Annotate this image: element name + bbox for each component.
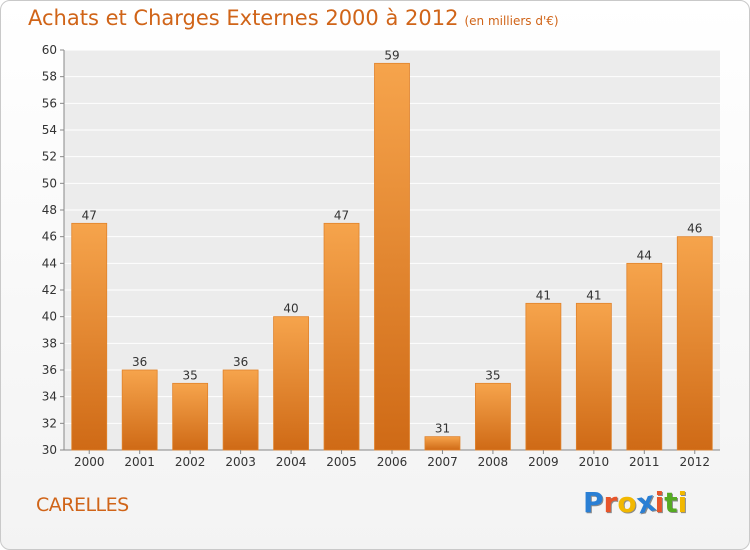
bar xyxy=(121,369,158,451)
logo-letter: P xyxy=(583,486,604,519)
bar xyxy=(172,382,209,451)
y-tick-label: 38 xyxy=(42,336,57,350)
y-tick-label: 50 xyxy=(42,176,57,190)
data-label: 44 xyxy=(637,248,652,262)
unit-subtitle: (en milliers d'€) xyxy=(464,14,559,28)
x-tick-label: 2008 xyxy=(478,455,509,469)
proxiti-logo: Proxiti xyxy=(583,484,688,520)
y-tick-label: 58 xyxy=(42,70,57,84)
bar xyxy=(475,382,511,451)
data-label: 31 xyxy=(435,422,450,436)
bar xyxy=(424,436,461,451)
logo-letter: o xyxy=(617,486,637,519)
bar xyxy=(71,222,108,451)
x-tick-label: 2001 xyxy=(124,455,155,469)
x-tick-label: 2007 xyxy=(427,455,458,469)
data-label: 35 xyxy=(485,368,500,382)
logo-letter: i xyxy=(677,486,688,519)
data-label: 36 xyxy=(132,355,147,369)
data-label: 41 xyxy=(536,288,551,302)
y-tick-label: 44 xyxy=(42,256,57,270)
chart-title: Achats et Charges Externes 2000 à 2012 (e… xyxy=(28,6,559,30)
bar xyxy=(222,369,259,451)
logo-letter: t xyxy=(664,486,678,519)
logo-letter: i xyxy=(654,486,665,519)
data-label: 36 xyxy=(233,355,248,369)
x-tick-label: 2010 xyxy=(579,455,610,469)
commune-name: CARELLES xyxy=(36,494,129,516)
x-tick-label: 2011 xyxy=(629,455,660,469)
x-tick-label: 2006 xyxy=(377,455,408,469)
bar xyxy=(525,302,562,451)
data-label: 41 xyxy=(586,288,601,302)
x-tick-label: 2004 xyxy=(276,455,307,469)
data-label: 59 xyxy=(384,48,399,62)
bar xyxy=(676,236,713,451)
data-label: 47 xyxy=(82,208,97,222)
y-tick-label: 60 xyxy=(42,43,57,57)
bar xyxy=(323,222,360,451)
logo-letter: r xyxy=(603,486,618,519)
x-tick-label: 2005 xyxy=(326,455,357,469)
x-tick-label: 2002 xyxy=(175,455,206,469)
y-tick-label: 48 xyxy=(42,203,57,217)
y-tick-label: 30 xyxy=(42,443,57,457)
y-tick-label: 40 xyxy=(42,310,57,324)
data-label: 47 xyxy=(334,208,349,222)
x-tick-label: 2000 xyxy=(74,455,105,469)
bar xyxy=(374,62,410,451)
x-tick-label: 2009 xyxy=(528,455,559,469)
y-tick-label: 32 xyxy=(42,416,57,430)
y-tick-label: 36 xyxy=(42,363,57,377)
data-label: 46 xyxy=(687,222,702,236)
bar xyxy=(273,316,309,451)
data-label: 35 xyxy=(183,368,198,382)
bar xyxy=(626,262,663,451)
x-tick-label: 2003 xyxy=(225,455,256,469)
title-text: Achats et Charges Externes 2000 à 2012 xyxy=(28,6,459,30)
y-tick-label: 46 xyxy=(42,230,57,244)
y-tick-label: 34 xyxy=(42,390,57,404)
y-tick-label: 42 xyxy=(42,283,57,297)
x-tick-label: 2012 xyxy=(679,455,710,469)
y-tick-label: 56 xyxy=(42,96,57,110)
y-tick-label: 54 xyxy=(42,123,57,137)
data-label: 40 xyxy=(283,302,298,316)
y-tick-label: 52 xyxy=(42,150,57,164)
bar xyxy=(575,302,612,451)
